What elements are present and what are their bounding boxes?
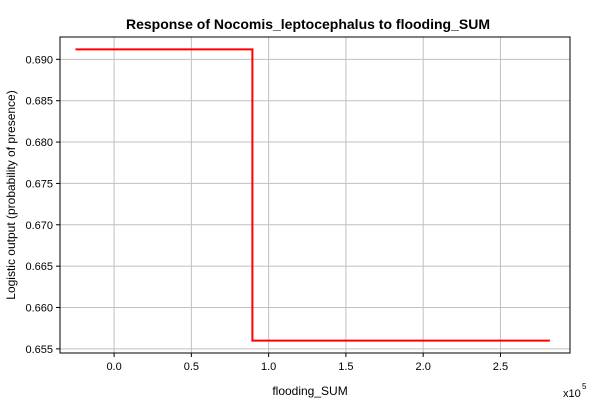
x-exponent-base: x10 [563, 388, 581, 400]
series-line [75, 48, 550, 342]
y-tick-label: 0.685 [25, 96, 53, 108]
x-tick-label: 1.0 [261, 361, 276, 373]
y-tick-label: 0.660 [25, 303, 53, 315]
y-tick-label: 0.675 [25, 178, 53, 190]
x-exponent-power: 5 [582, 382, 587, 391]
y-tick-label: 0.690 [25, 54, 53, 66]
axis-ticks: 0.0 0.5 1.0 1.5 2.0 2.5 0.655 0.660 0.665 0.670 0.… [25, 54, 508, 373]
x-tick-label: 0.0 [106, 361, 121, 373]
x-tick-label: 2.5 [493, 361, 508, 373]
chart-title: Response of Nocomis_leptocephalus to flo… [126, 16, 490, 32]
y-axis-label: Logistic output (probability of presence… [4, 90, 18, 299]
x-axis-label: flooding_SUM [272, 384, 347, 398]
grid [60, 37, 570, 353]
y-tick-label: 0.670 [25, 220, 53, 232]
x-tick-label: 0.5 [184, 361, 199, 373]
y-tick-label: 0.665 [25, 261, 53, 273]
x-tick-label: 2.0 [416, 361, 431, 373]
y-tick-label: 0.655 [25, 344, 53, 356]
y-tick-label: 0.680 [25, 137, 53, 149]
plot-frame [59, 36, 571, 354]
series-layer [75, 48, 550, 342]
x-tick-label: 1.5 [338, 361, 353, 373]
